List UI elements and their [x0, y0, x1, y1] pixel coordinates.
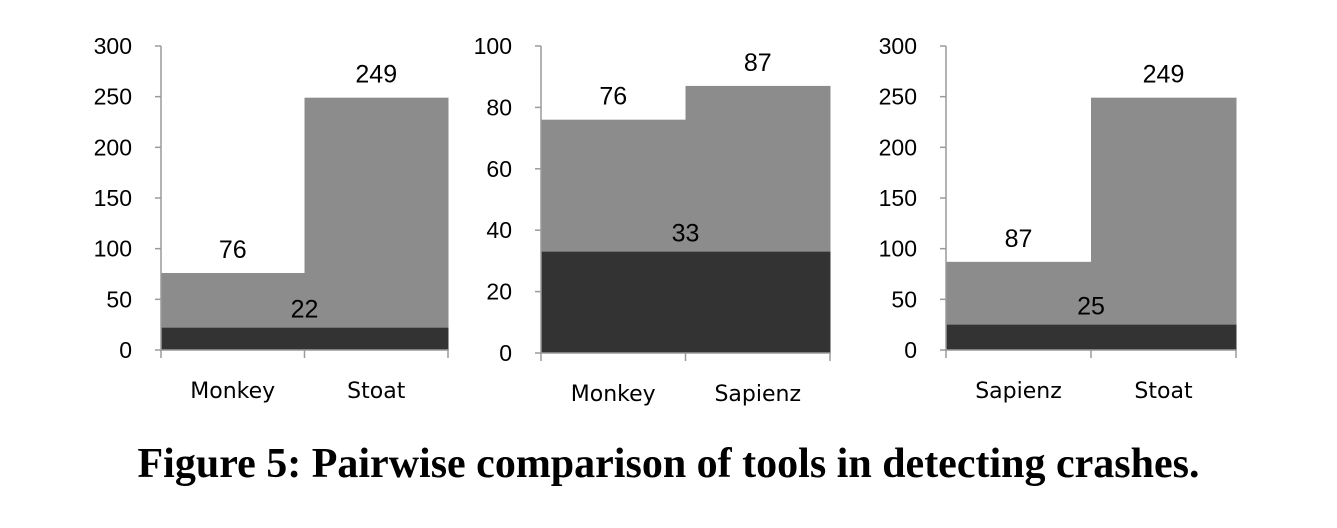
common-value-label: 22 [291, 296, 319, 324]
common-bar-monkey [541, 251, 686, 353]
x-category-label: Monkey [571, 382, 656, 407]
x-category-label: Sapienz [975, 379, 1062, 404]
y-tick-label: 50 [891, 286, 917, 312]
total-value-label: 249 [355, 61, 397, 89]
y-tick-label: 0 [119, 337, 132, 363]
common-bar-sapienz [946, 324, 1092, 350]
total-value-label: 249 [1143, 61, 1185, 89]
common-value-label: 25 [1077, 293, 1105, 321]
y-tick-label: 100 [474, 33, 512, 59]
common-bar-stoat [1091, 324, 1237, 350]
chart-1: 0 50 100 150 200 250 300 Monkey Stoat 76 249 22 [94, 33, 449, 404]
y-tick-label: 250 [94, 84, 132, 110]
x-category-label: Stoat [1134, 379, 1193, 404]
y-tick-label: 250 [879, 84, 917, 110]
common-bar-monkey [161, 327, 305, 350]
y-tick-label: 200 [94, 134, 132, 160]
total-bar-stoat [304, 97, 449, 351]
chart-3: 0 50 100 150 200 250 300 Sapienz Stoat 87 249 25 [879, 33, 1237, 404]
x-category-label: Stoat [347, 379, 406, 404]
y-tick-label: 20 [486, 279, 512, 305]
y-tick-label: 0 [904, 337, 917, 363]
x-category-label: Monkey [190, 379, 275, 404]
common-bar-sapienz [685, 251, 831, 353]
total-bar-stoat [1091, 97, 1237, 351]
y-tick-label: 60 [486, 156, 512, 182]
x-category-label: Sapienz [714, 382, 801, 407]
total-value-label: 76 [599, 83, 627, 111]
common-value-label: 33 [672, 220, 700, 248]
y-tick-label: 40 [486, 217, 512, 243]
total-value-label: 87 [1005, 225, 1033, 253]
y-tick-label: 100 [94, 236, 132, 262]
y-tick-label: 300 [879, 33, 917, 59]
y-tick-label: 80 [486, 94, 512, 120]
y-tick-label: 50 [106, 286, 132, 312]
figure-caption: Figure 5: Pairwise comparison of tools i… [137, 441, 1200, 487]
total-value-label: 76 [219, 236, 247, 264]
y-tick-label: 200 [879, 134, 917, 160]
common-bar-stoat [304, 327, 449, 350]
chart-2: 0 20 40 60 80 100 Monkey Sapienz 76 87 33 [474, 33, 831, 407]
y-tick-label: 0 [499, 340, 512, 366]
y-tick-label: 150 [94, 185, 132, 211]
total-value-label: 87 [744, 49, 772, 77]
y-tick-label: 150 [879, 185, 917, 211]
y-tick-label: 300 [94, 33, 132, 59]
y-tick-label: 100 [879, 236, 917, 262]
